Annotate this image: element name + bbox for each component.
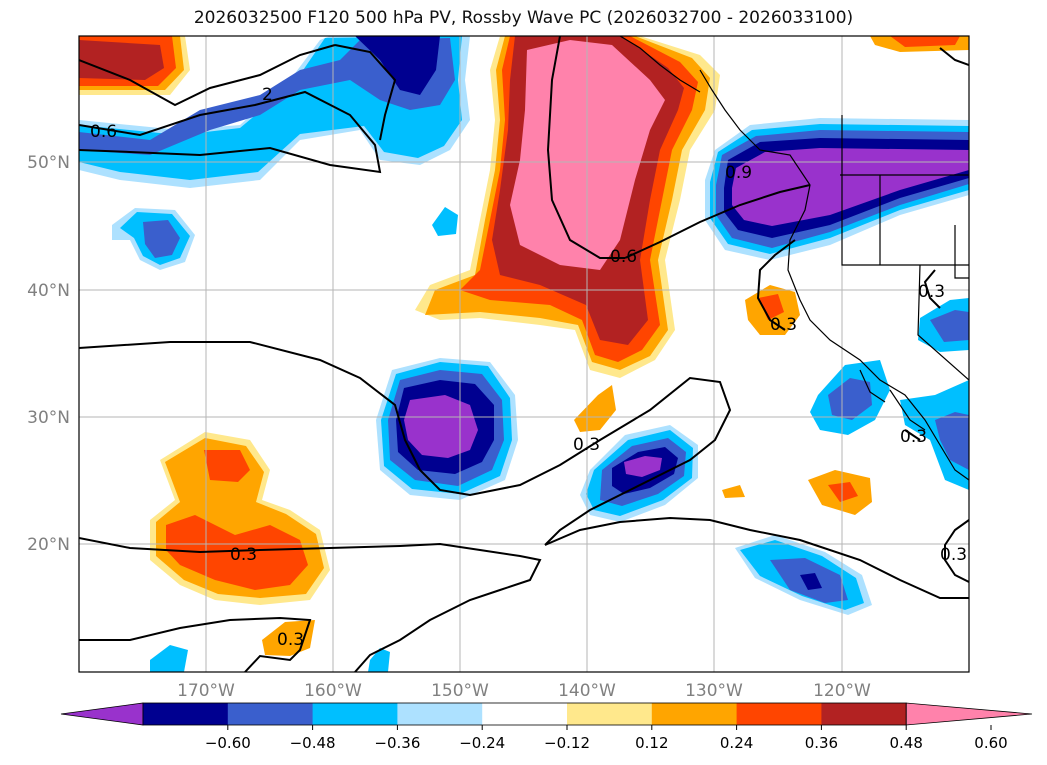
colorbar: −0.60 −0.48 −0.36 −0.24 −0.12 0.12 0.24 0.36 0.4… bbox=[60, 702, 1033, 752]
lon-label: 170°W bbox=[177, 681, 235, 701]
colorbar-segment bbox=[821, 703, 907, 725]
contour-label: 0.3 bbox=[918, 282, 945, 302]
contour-label: 0.6 bbox=[90, 122, 117, 142]
lon-label: 120°W bbox=[813, 681, 871, 701]
contour-label: 2 bbox=[262, 85, 273, 105]
lat-label: 20°N bbox=[27, 535, 70, 555]
colorbar-tick-label: 0.24 bbox=[720, 734, 753, 752]
colorbar-tick-label: 0.12 bbox=[635, 734, 668, 752]
colorbar-extend-low bbox=[60, 702, 144, 726]
contour-label: 0.3 bbox=[230, 545, 257, 565]
pv-contours bbox=[79, 36, 969, 672]
colorbar-tick-label: −0.12 bbox=[544, 734, 590, 752]
colorbar-segment bbox=[651, 703, 738, 725]
colorbar-segment bbox=[312, 703, 398, 725]
warm-anomaly-west-subtropics bbox=[150, 432, 330, 605]
lat-label: 40°N bbox=[27, 281, 70, 301]
colorbar-segment bbox=[482, 703, 568, 725]
warm-anomaly-northwest bbox=[79, 36, 190, 95]
colorbar-tick-label: 0.60 bbox=[974, 734, 1007, 752]
cold-anomaly-northwest-us bbox=[705, 118, 969, 260]
colorbar-segment bbox=[227, 703, 314, 725]
contour-label: 0.3 bbox=[940, 545, 967, 565]
colorbar-tick-label: 0.48 bbox=[889, 734, 922, 752]
colorbar-extend-high bbox=[905, 702, 1033, 726]
longitude-labels: 170°W 160°W 150°W 140°W 130°W 120°W bbox=[177, 681, 871, 701]
cold-blob-west bbox=[112, 208, 195, 270]
lon-label: 160°W bbox=[304, 681, 362, 701]
cold-blob-south-1 bbox=[150, 645, 188, 672]
warm-blob-tiny bbox=[722, 485, 745, 498]
figure-title: 2026032500 F120 500 hPa PV, Rossby Wave … bbox=[193, 8, 854, 28]
lon-label: 140°W bbox=[558, 681, 616, 701]
cold-anomaly-southeast bbox=[735, 535, 872, 615]
map-frame bbox=[78, 35, 970, 673]
lon-label: 130°W bbox=[685, 681, 743, 701]
colorbar-segment bbox=[397, 703, 483, 725]
lon-label: 150°W bbox=[431, 681, 489, 701]
contour-label: 0.9 bbox=[725, 163, 752, 183]
contour-label: 0.3 bbox=[277, 630, 304, 650]
colorbar-segment bbox=[736, 703, 822, 725]
latitude-labels: 50°N 40°N 30°N 20°N bbox=[27, 153, 70, 555]
colorbar-segment bbox=[567, 703, 653, 725]
colorbar-tick-label: 0.36 bbox=[805, 734, 838, 752]
warm-blob-strip bbox=[574, 385, 616, 432]
contour-label: 0.6 bbox=[610, 247, 637, 267]
gridlines bbox=[79, 36, 969, 672]
cold-blob-south-2 bbox=[368, 648, 390, 672]
colorbar-outline bbox=[142, 702, 907, 726]
colorbar-tick-label: −0.60 bbox=[205, 734, 251, 752]
colorbar-segment bbox=[143, 703, 229, 725]
cold-anomaly-east-central bbox=[580, 425, 698, 522]
colorbar-tick-label: −0.36 bbox=[374, 734, 420, 752]
colorbar-tick-label: −0.24 bbox=[459, 734, 505, 752]
cold-anomaly-central-low bbox=[376, 358, 518, 500]
cold-blob-small bbox=[432, 207, 458, 236]
coastlines bbox=[619, 36, 969, 481]
contour-label: 0.3 bbox=[573, 435, 600, 455]
lat-label: 50°N bbox=[27, 153, 70, 173]
pv-anomaly-fields bbox=[79, 36, 969, 672]
lat-label: 30°N bbox=[27, 408, 70, 428]
contour-label: 0.3 bbox=[900, 427, 927, 447]
cold-anomaly-north-pacific bbox=[79, 36, 470, 188]
contour-label: 0.3 bbox=[770, 315, 797, 335]
colorbar-tick-label: −0.48 bbox=[290, 734, 336, 752]
contour-label-group: 0.6 0.6 0.3 0.3 0.3 0.3 0.3 0.9 0.3 0.3 … bbox=[90, 85, 967, 650]
